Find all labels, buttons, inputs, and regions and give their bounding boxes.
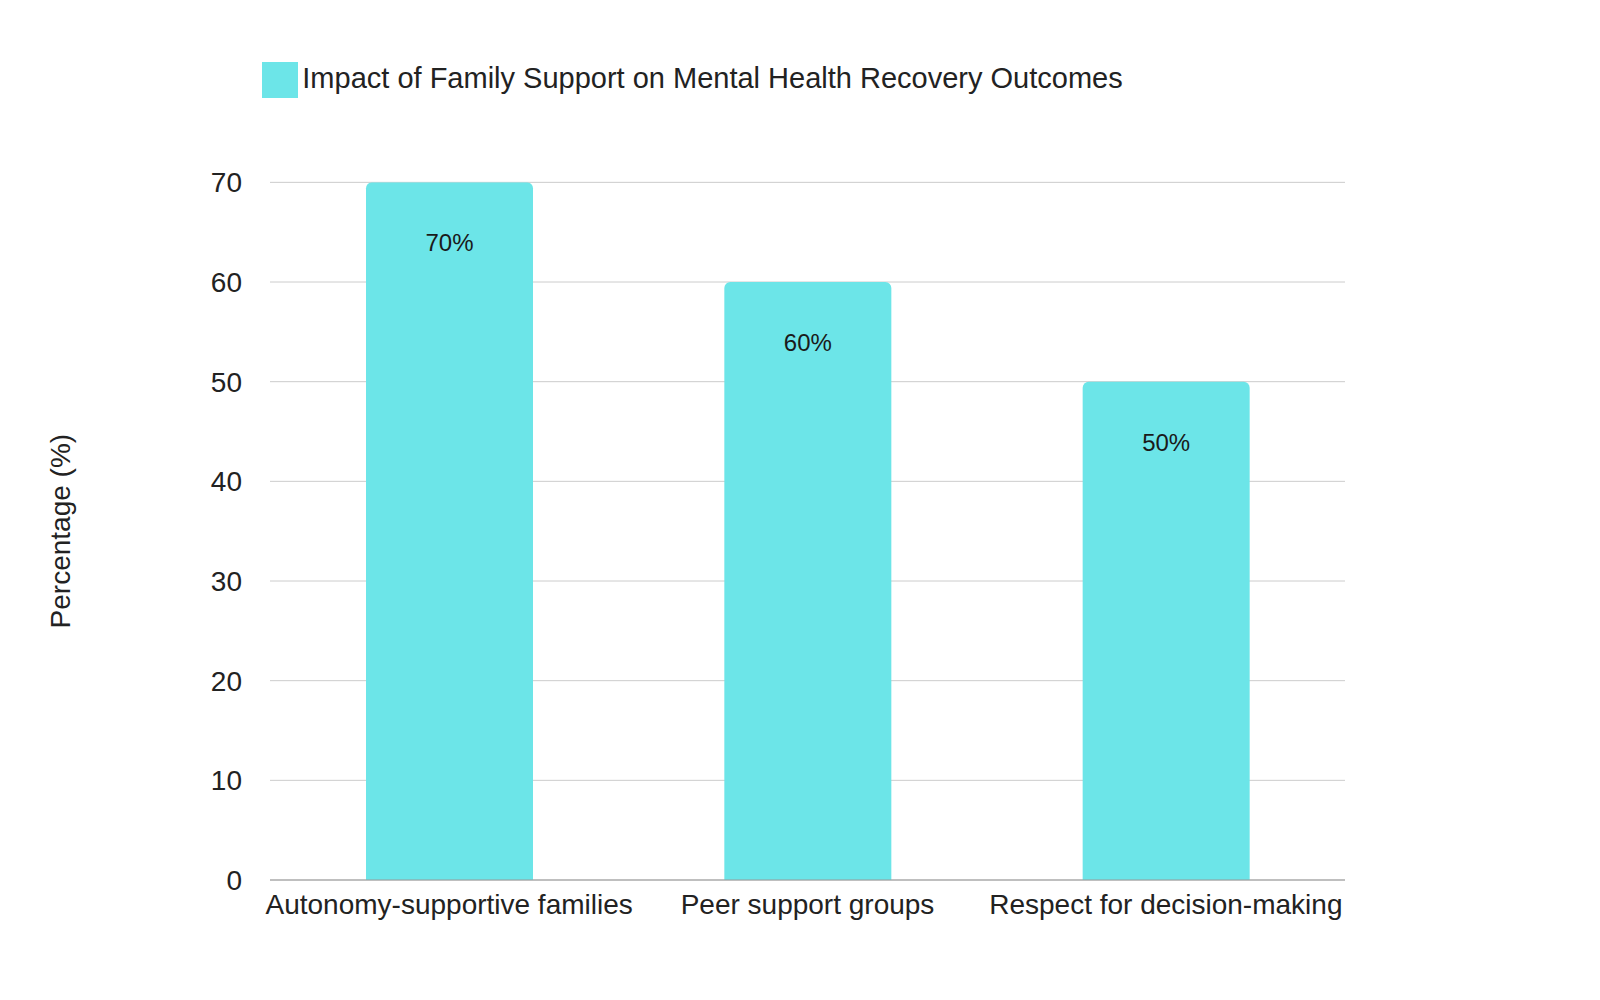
svg-text:60: 60	[211, 267, 242, 298]
html-text:Impact of Family Support on Me: Impact of Family Support on Mental Healt…	[302, 62, 1123, 94]
svg-text:70%: 70%	[425, 229, 473, 256]
svg-text:40: 40	[211, 466, 242, 497]
svg-text:Respect for decision-making: Respect for decision-making	[989, 889, 1342, 920]
svg-text:Autonomy-supportive families: Autonomy-supportive families	[266, 889, 633, 920]
svg-text:Percentage (%): Percentage (%)	[45, 434, 76, 629]
svg-text:60%: 60%	[784, 329, 832, 356]
svg-text:30: 30	[211, 566, 242, 597]
svg-text:70: 70	[211, 167, 242, 198]
svg-text:0: 0	[226, 865, 242, 896]
svg-text:Peer support groups: Peer support groups	[681, 889, 935, 920]
svg-text:20: 20	[211, 666, 242, 697]
svg-text:10: 10	[211, 765, 242, 796]
svg-text:50%: 50%	[1142, 429, 1190, 456]
svg-text:50: 50	[211, 367, 242, 398]
